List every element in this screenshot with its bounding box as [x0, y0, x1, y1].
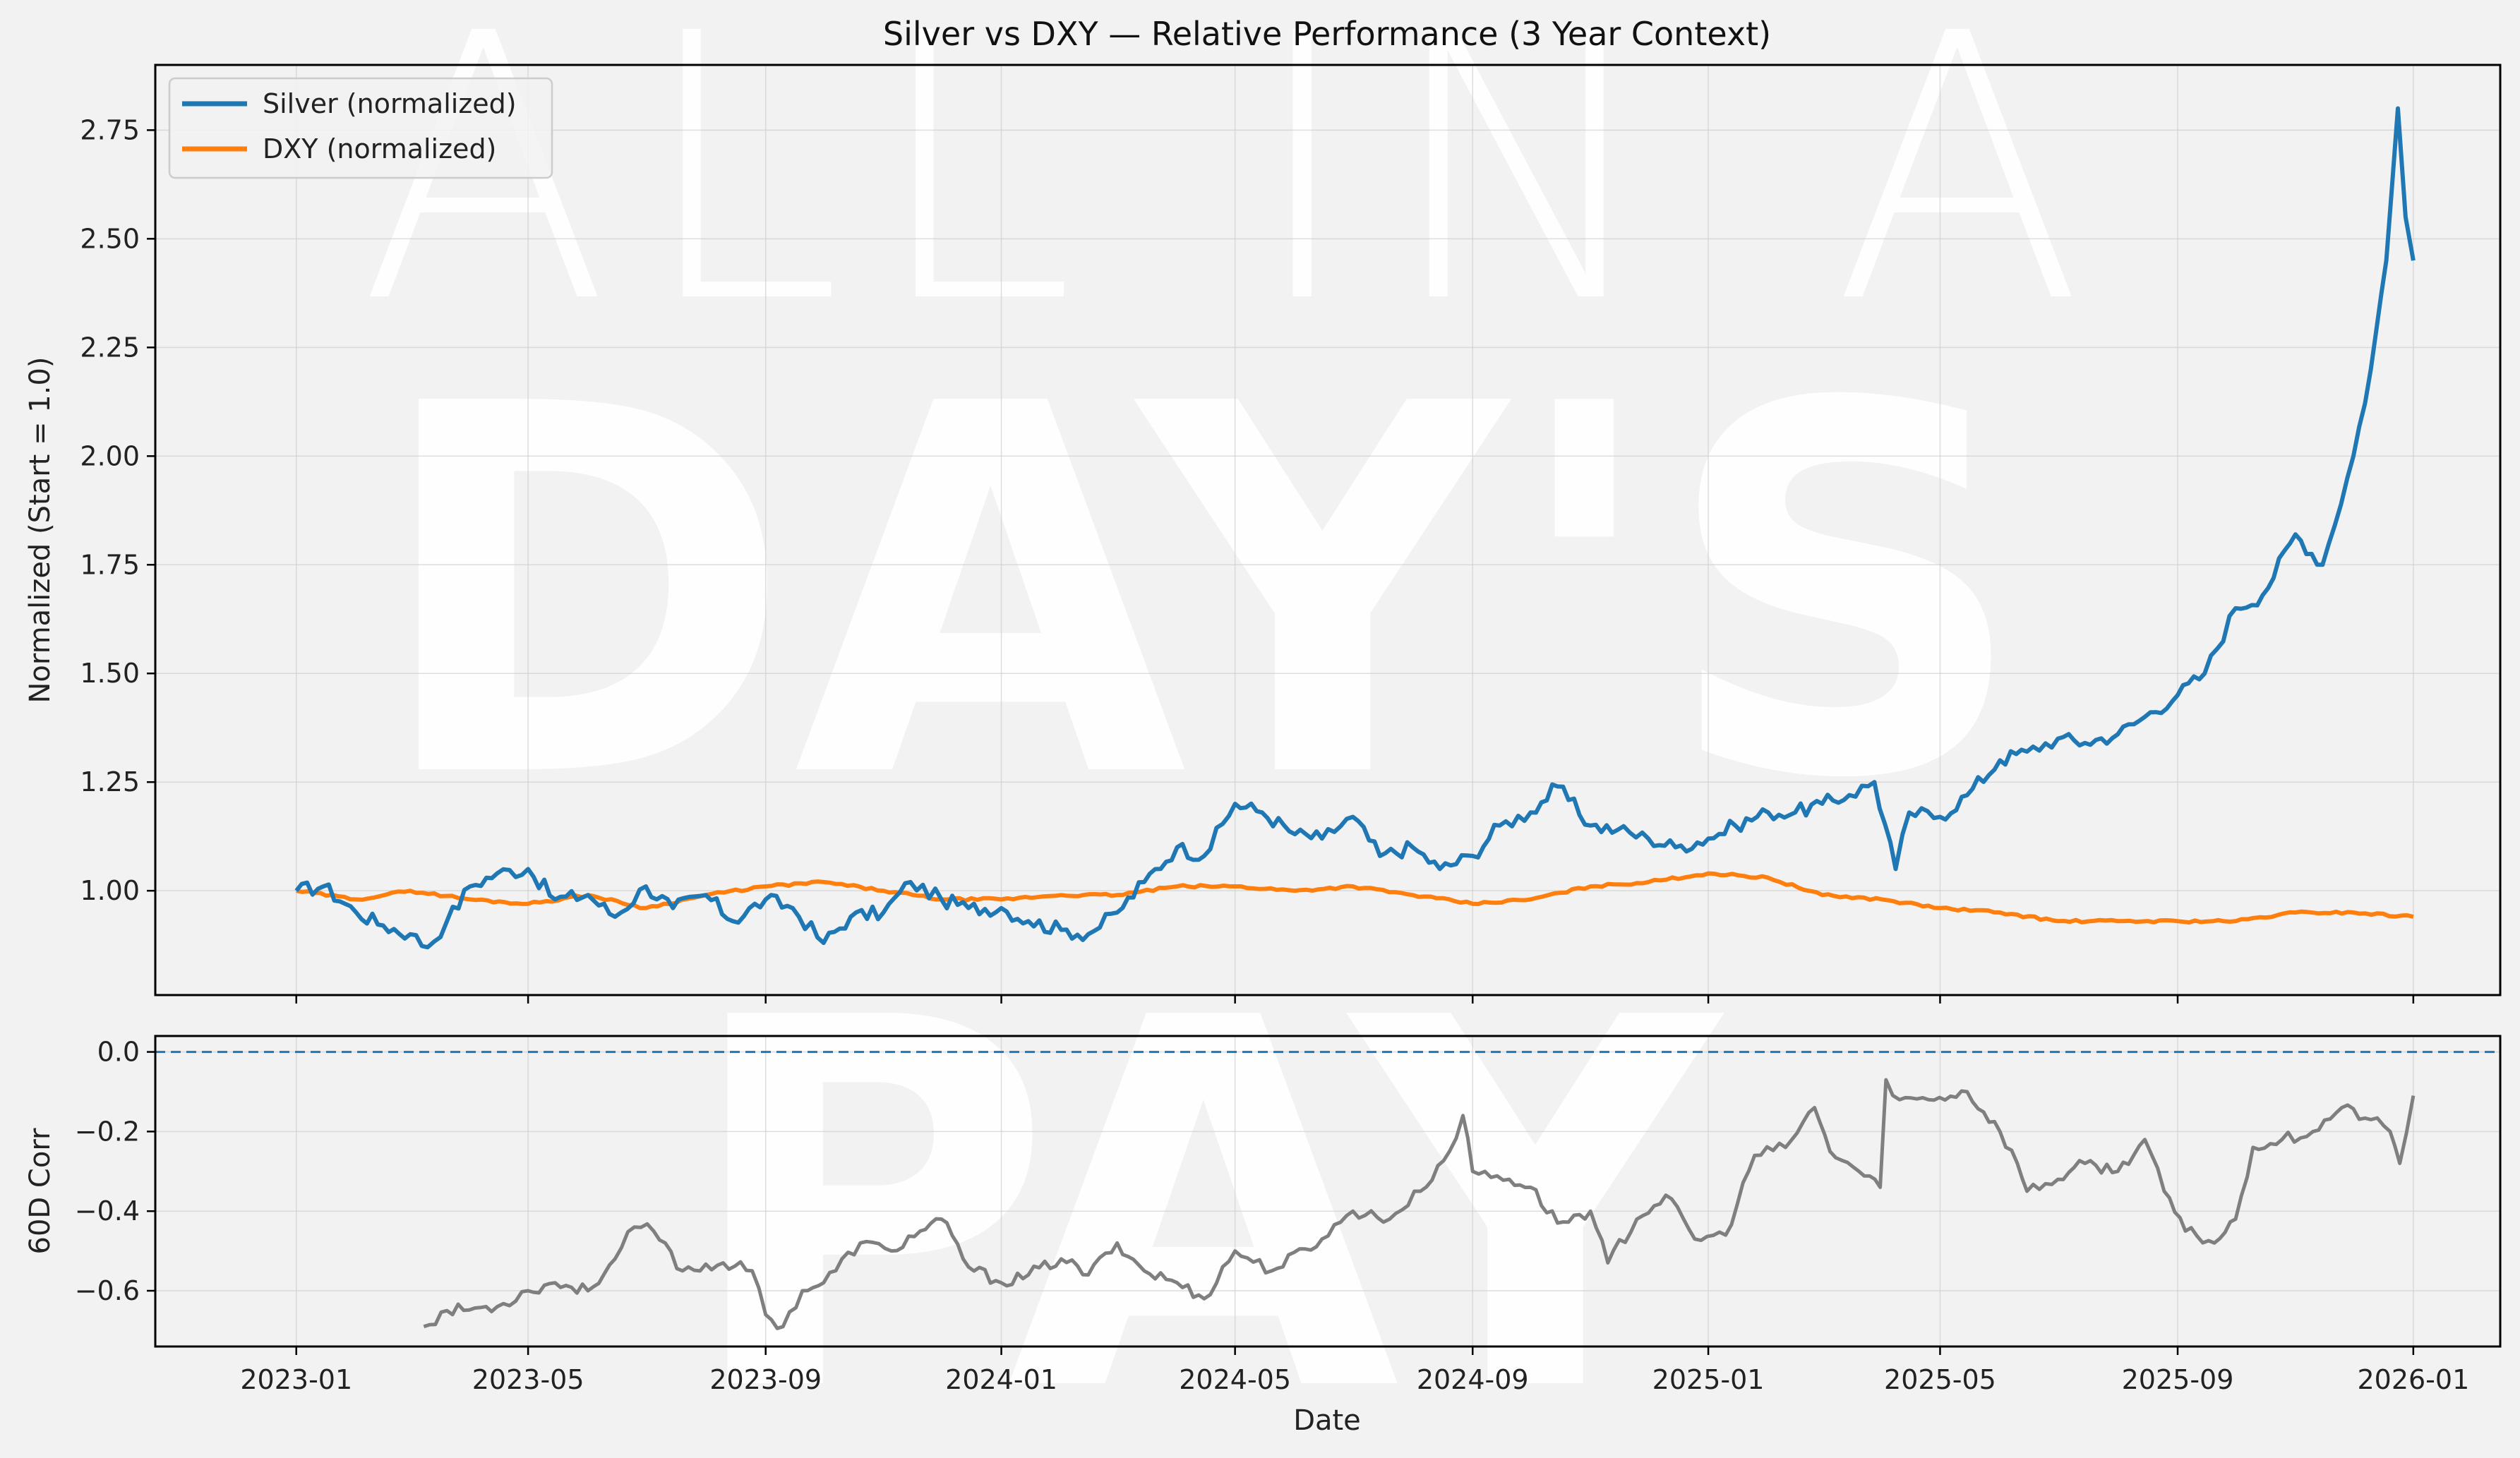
x-tick-label: 2025-05: [1884, 1364, 1996, 1395]
top-series: [294, 106, 2416, 950]
bottom-panel: 0.0−0.2−0.4−0.6 2023-01 2023-05 2023-09 202…: [24, 1035, 2502, 1437]
top-y-tick-label: 1.75: [80, 549, 140, 580]
top-y-tick-label: 1.25: [80, 766, 140, 797]
top-y-tick-label: 2.25: [80, 332, 140, 363]
x-tick-label: 2024-09: [1417, 1364, 1529, 1395]
bottom-y-tick-label: −0.6: [75, 1275, 140, 1306]
x-tick-label: 2025-09: [2122, 1364, 2234, 1395]
bottom-y-tick-label: −0.2: [75, 1116, 140, 1147]
top-y-ticks: 1.00 1.25 1.50 1.75 2.00 2.25 2.50 2.75: [80, 114, 155, 906]
bottom-y-ticks: 0.0 −0.2 −0.4 −0.6: [75, 1037, 155, 1306]
bottom-y-tick-label: 0.0: [97, 1037, 140, 1068]
top-y-axis-label: Normalized (Start = 1.0): [24, 356, 56, 703]
dxy-line: [296, 871, 2414, 925]
legend: Silver (normalized) DXY (normalized): [168, 77, 553, 179]
bottom-series: [423, 1078, 2416, 1330]
watermark-line-3: PAY: [680, 912, 1724, 1458]
x-tick-label: 2025-01: [1652, 1364, 1765, 1395]
top-grid: [155, 65, 2500, 995]
x-axis-label: Date: [1293, 1404, 1361, 1437]
corr-line: [423, 1078, 2416, 1330]
top-y-tick-label: 2.00: [80, 440, 140, 471]
top-y-tick-label: 1.50: [80, 658, 140, 689]
top-y-tick-label: 1.00: [80, 875, 140, 906]
x-tick-label: 2024-01: [945, 1364, 1057, 1395]
x-tick-label: 2024-05: [1179, 1364, 1291, 1395]
chart-title: Silver vs DXY — Relative Performance (3 …: [883, 15, 1771, 53]
top-panel: 1.00 1.25 1.50 1.75 2.00 2.25 2.50 2.75 Normali…: [24, 64, 2502, 1004]
x-tick-label: 2026-01: [2357, 1364, 2469, 1395]
bottom-axes-frame: [154, 1035, 2502, 1348]
x-tick-label: 2023-05: [472, 1364, 584, 1395]
top-y-tick-label: 2.75: [80, 114, 140, 145]
legend-box: [168, 77, 553, 179]
top-x-ticks: [295, 995, 2415, 1004]
silver-line: [294, 106, 2416, 950]
bottom-x-ticks: 2023-01 2023-05 2023-09 2024-01 2024-05 2024-…: [240, 1346, 2469, 1395]
watermark-line-2: DAY'S: [372, 298, 2028, 889]
x-tick-label: 2023-09: [709, 1364, 822, 1395]
bottom-y-tick-label: −0.4: [75, 1195, 140, 1227]
top-y-tick-label: 2.50: [80, 223, 140, 254]
x-tick-label: 2023-01: [240, 1364, 352, 1395]
top-axes-frame: [154, 64, 2502, 996]
bottom-y-axis-label: 60D Corr: [24, 1128, 56, 1255]
legend-label-silver: Silver (normalized): [263, 88, 517, 119]
legend-label-dxy: DXY (normalized): [263, 133, 496, 164]
